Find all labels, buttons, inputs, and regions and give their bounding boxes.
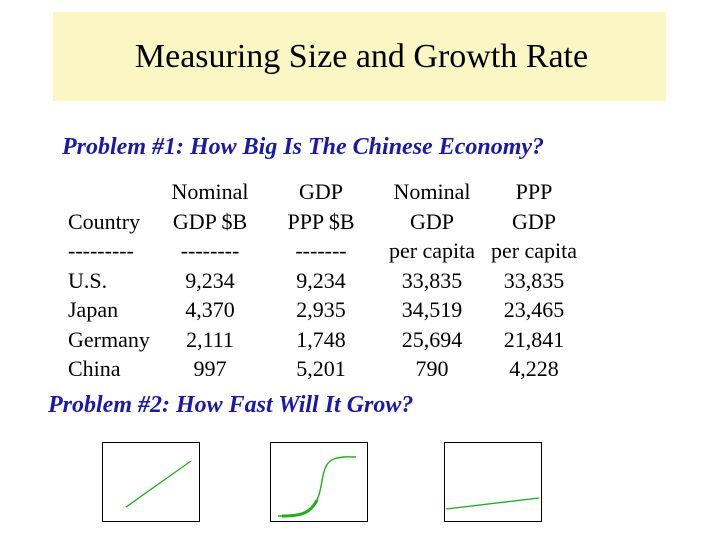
economy-table: Country --------- U.S. Japan Germany Chi… xyxy=(0,177,720,382)
cell-gdp-ppp-germany: 1,748 xyxy=(296,326,346,352)
header-gdp-ppp-2: PPP $B xyxy=(287,208,355,234)
cell-nominal-gdp-us: 9,234 xyxy=(185,267,235,293)
header-ppp-pc-3: per capita xyxy=(490,238,578,263)
cell-ppp-pc-china: 4,228 xyxy=(509,356,559,381)
slow-growth-line xyxy=(445,497,540,510)
header-nominal-pc-3: per capita xyxy=(388,238,476,263)
cell-nominal-pc-germany: 25,694 xyxy=(401,326,463,352)
header-nominal-pc-2: GDP xyxy=(409,208,454,234)
cell-ppp-pc-us: 33,835 xyxy=(503,267,565,293)
header-nominal-gdp-3: -------- xyxy=(180,238,240,263)
column-nominal-per-capita: Nominal GDP per capita 33,835 34,519 25,… xyxy=(376,177,488,384)
column-country: Country --------- U.S. Japan Germany Chi… xyxy=(68,177,178,384)
header-ppp-pc-1: PPP xyxy=(515,179,553,204)
cell-nominal-pc-china: 790 xyxy=(415,356,449,381)
problem-1-heading: Problem #1: How Big Is The Chinese Econo… xyxy=(62,134,545,160)
column-nominal-gdp: Nominal GDP $B -------- 9,234 4,370 2,11… xyxy=(158,177,262,384)
cell-country-china: China xyxy=(68,356,121,381)
linear-growth-line xyxy=(125,460,192,508)
header-country-2: Country xyxy=(68,208,141,234)
cell-ppp-pc-japan: 23,465 xyxy=(503,297,565,322)
column-ppp-per-capita: PPP GDP per capita 33,835 23,465 21,841 … xyxy=(476,177,592,384)
graph-s-curve-growth xyxy=(270,442,368,522)
header-gdp-ppp-3: ------- xyxy=(295,238,347,263)
cell-nominal-pc-us: 33,835 xyxy=(401,267,463,293)
header-ppp-pc-2: GDP xyxy=(511,208,556,234)
header-nominal-pc-1: Nominal xyxy=(393,179,471,204)
cell-nominal-gdp-japan: 4,370 xyxy=(185,297,235,322)
header-gdp-ppp-1: GDP xyxy=(298,179,343,204)
s-curve-thick-segment xyxy=(281,499,319,518)
graph-slow-linear-growth xyxy=(444,442,542,522)
slide-title: Measuring Size and Growth Rate xyxy=(134,37,589,75)
header-nominal-gdp-1: Nominal xyxy=(171,179,249,204)
cell-gdp-ppp-us: 9,234 xyxy=(296,267,346,293)
title-banner: Measuring Size and Growth Rate xyxy=(53,12,666,101)
cell-country-germany: Germany xyxy=(68,326,150,352)
cell-country-japan: Japan xyxy=(68,297,119,322)
cell-nominal-pc-japan: 34,519 xyxy=(401,297,463,322)
cell-country-us: U.S. xyxy=(68,267,108,293)
cell-gdp-ppp-japan: 2,935 xyxy=(296,297,346,322)
header-nominal-gdp-2: GDP $B xyxy=(172,208,248,234)
cell-nominal-gdp-germany: 2,111 xyxy=(186,326,234,352)
header-country-3: --------- xyxy=(68,238,134,263)
graph-linear-growth xyxy=(102,442,200,522)
cell-nominal-gdp-china: 997 xyxy=(193,356,227,381)
cell-gdp-ppp-china: 5,201 xyxy=(296,356,346,381)
problem-2-heading: Problem #2: How Fast Will It Grow? xyxy=(48,392,414,418)
cell-ppp-pc-germany: 21,841 xyxy=(503,326,565,352)
column-gdp-ppp: GDP PPP $B ------- 9,234 2,935 1,748 5,2… xyxy=(266,177,376,384)
